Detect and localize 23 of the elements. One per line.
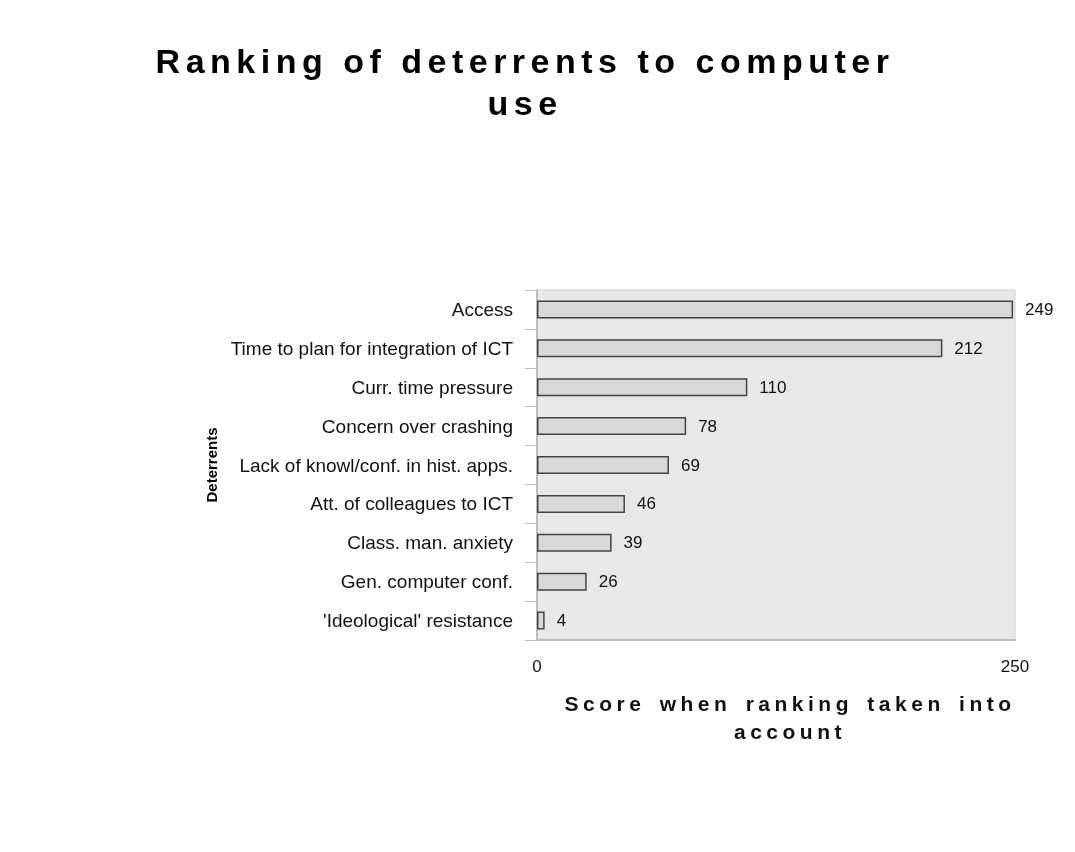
y-tick-label: Gen. computer conf. xyxy=(340,571,513,593)
y-tick-label: Att. of colleagues to ICT xyxy=(310,493,514,515)
data-label: 249 xyxy=(1025,299,1054,319)
data-label: 39 xyxy=(623,533,643,553)
y-tick-label: Access xyxy=(451,298,513,320)
y-tick-label: Time to plan for integration of ICT xyxy=(230,337,514,359)
y-tick-label: Lack of knowl/conf. in hist. apps. xyxy=(239,454,513,476)
data-label: 212 xyxy=(954,338,983,358)
y-tick-label: Concern over crashing xyxy=(321,415,513,437)
chart-title: Ranking of deterrents to computer use xyxy=(154,41,896,124)
data-label: 110 xyxy=(759,377,787,397)
y-tick-label: Class. man. anxiety xyxy=(347,532,514,554)
data-label: 78 xyxy=(698,416,718,436)
x-tick-label: 0 xyxy=(532,657,542,676)
data-label: 26 xyxy=(598,572,618,592)
data-label: 4 xyxy=(556,611,567,631)
data-label: 46 xyxy=(636,494,656,514)
y-tick-label: Curr. time pressure xyxy=(351,376,513,398)
data-label: 69 xyxy=(680,455,700,475)
y-tick-label: 'Ideological' resistance xyxy=(323,610,513,632)
y-axis-title: Deterrents xyxy=(203,427,220,503)
x-tick-label: 250 xyxy=(1000,657,1030,676)
x-axis-title: Score when ranking taken into account xyxy=(563,691,1017,745)
